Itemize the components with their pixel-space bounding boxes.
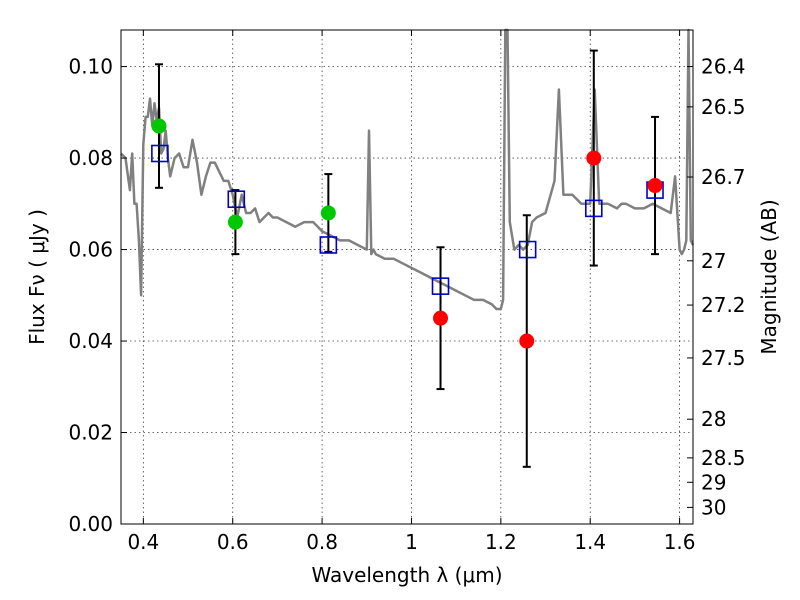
plot-background [121, 30, 693, 524]
x-axis: 0.4 0.6 0.8 1 1.2 1.4 1.6 [127, 30, 696, 554]
x-tick-label: 0.4 [127, 530, 159, 554]
data-point [586, 150, 602, 166]
y-axis-label: Flux Fν ( μJy ) [25, 209, 49, 345]
mag-tick-label: 26.7 [701, 165, 746, 189]
mag-tick-label: 27.5 [701, 346, 746, 370]
mag-tick-label: 29 [701, 470, 726, 494]
model-square [431, 277, 450, 295]
y-tick-label: 0.02 [68, 421, 113, 445]
x-tick-label: 1.4 [574, 530, 606, 554]
data-point [151, 118, 167, 134]
x-tick-label: 1.2 [485, 530, 517, 554]
y-tick-label: 0.10 [68, 55, 113, 79]
y-axis: 0.00 0.02 0.04 0.06 0.08 0.10 [68, 55, 127, 536]
y-tick-label: 0.08 [68, 146, 113, 170]
data-point [519, 333, 535, 349]
x-tick-label: 0.6 [217, 530, 249, 554]
model-points [151, 144, 664, 295]
mag-tick-label: 28.5 [701, 446, 746, 470]
mag-tick-label: 27 [701, 249, 726, 273]
x-axis-label: Wavelength λ (μm) [311, 563, 502, 587]
mag-tick-label: 26.5 [701, 95, 746, 119]
data-point [647, 178, 663, 194]
y-tick-label: 0.00 [68, 512, 113, 536]
model-square [319, 236, 338, 254]
mag-tick-label: 28 [701, 407, 726, 431]
model-square [518, 240, 537, 259]
y2-axis-label: Magnitude (AB) [757, 199, 781, 354]
data-point [433, 310, 449, 326]
x-tick-label: 0.8 [306, 530, 338, 554]
observed-points [151, 118, 663, 349]
mag-tick-label: 27.2 [701, 293, 746, 317]
data-point [227, 214, 243, 230]
model-square [584, 199, 603, 218]
plot-frame [120, 29, 694, 525]
x-tick-label: 1.6 [664, 530, 696, 554]
mag-tick-label: 30 [701, 495, 726, 519]
x-tick-label: 1 [405, 530, 418, 554]
model-square [227, 190, 246, 209]
data-point [320, 205, 336, 221]
y-tick-label: 0.06 [68, 238, 113, 262]
mag-tick-label: 26.4 [701, 55, 746, 79]
y-tick-label: 0.04 [68, 329, 113, 353]
model-square [151, 144, 169, 163]
